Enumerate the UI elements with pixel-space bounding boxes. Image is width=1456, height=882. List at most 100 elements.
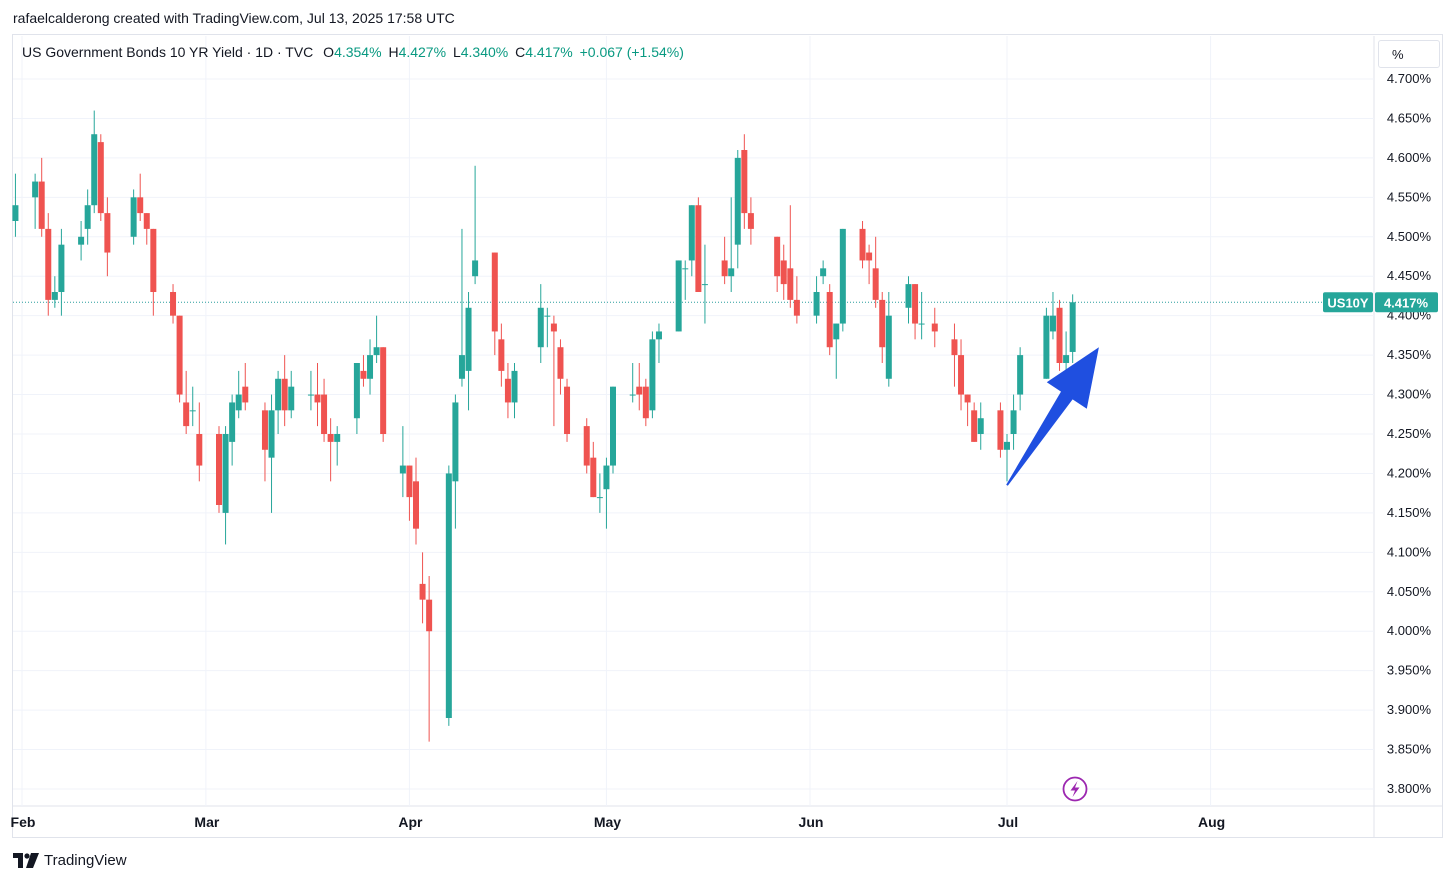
candle-down <box>426 599 433 632</box>
candle-down <box>104 213 111 253</box>
price-tag-value: 4.417% <box>1384 295 1429 310</box>
x-tick-label: May <box>594 814 621 830</box>
candle-up <box>918 323 925 325</box>
candle-up <box>820 268 827 277</box>
y-tick-label: 4.300% <box>1387 387 1432 402</box>
candle-down <box>498 339 505 371</box>
y-tick-label: 3.950% <box>1387 663 1432 678</box>
y-tick-label: 3.850% <box>1387 742 1432 757</box>
candle-down <box>787 268 794 300</box>
candle-down <box>216 434 222 505</box>
candle-up <box>130 197 137 237</box>
legend-low-label: L <box>452 44 461 60</box>
candle-up <box>1049 315 1056 332</box>
candle-up <box>596 497 603 499</box>
candle-up <box>452 402 459 482</box>
candle-down <box>242 386 249 403</box>
candle-down <box>38 181 45 229</box>
candle-down <box>583 426 590 466</box>
y-tick-label: 4.450% <box>1387 268 1432 283</box>
legend-high-value: 4.427% <box>398 44 447 60</box>
candle-up <box>353 363 360 419</box>
y-tick-label: 4.500% <box>1387 229 1432 244</box>
legend-close-label: C <box>515 44 526 60</box>
y-tick-label: 4.050% <box>1387 584 1432 599</box>
candle-up <box>1069 302 1076 352</box>
candle-down <box>261 410 268 450</box>
candle-up <box>655 331 662 340</box>
last-price-tag: US10Y 4.417% <box>1323 292 1438 313</box>
candle-up <box>1004 441 1010 450</box>
candle-down <box>150 228 157 292</box>
candle-up <box>275 378 282 411</box>
chart-frame <box>12 34 1443 838</box>
candle-up <box>682 268 689 270</box>
candle-up <box>235 394 242 411</box>
candle-up <box>399 465 406 474</box>
candle-down <box>1056 307 1063 363</box>
candle-down <box>360 370 367 379</box>
legend-low-value: 4.340% <box>460 44 509 60</box>
candle-down <box>793 299 800 316</box>
candle-up <box>84 205 91 229</box>
candle-up <box>373 347 380 356</box>
candle-down <box>636 386 643 395</box>
candle-up <box>51 292 58 300</box>
candle-down <box>866 252 873 261</box>
candle-down <box>176 315 183 395</box>
candle-up <box>885 315 892 379</box>
legend-close-value: 4.417% <box>525 44 573 60</box>
footer-brand: TradingView <box>13 852 127 869</box>
candle-up <box>1017 355 1024 395</box>
candle-up <box>977 418 984 434</box>
candle-up <box>839 228 846 324</box>
candle-down <box>380 347 387 434</box>
candle-down <box>321 394 328 434</box>
candle-down <box>721 260 728 277</box>
y-tick-label: 4.550% <box>1387 189 1432 204</box>
y-tick-label: 4.650% <box>1387 110 1432 125</box>
candle-down <box>747 213 754 229</box>
legend-change: +0.067 (+1.54%) <box>579 44 684 60</box>
candle-up <box>288 386 295 411</box>
price-tag-value-bg <box>1375 292 1438 313</box>
candle-down <box>741 150 748 214</box>
candle-down <box>564 386 571 434</box>
candle-down <box>419 583 426 600</box>
candle-up <box>905 284 912 308</box>
candle-down <box>642 386 649 419</box>
candle-up <box>1063 355 1070 363</box>
candle-down <box>912 284 919 324</box>
candle-down <box>137 197 144 214</box>
y-tick-label: 4.600% <box>1387 150 1432 165</box>
candles-group <box>12 110 1076 742</box>
x-tick-label: Jun <box>799 814 824 830</box>
candle-down <box>491 252 498 332</box>
candle-down <box>196 434 203 466</box>
candle-down <box>183 402 190 427</box>
candle-down <box>826 292 833 348</box>
candle-down <box>281 378 288 411</box>
candle-down <box>327 434 334 442</box>
candle-down <box>406 465 413 498</box>
y-tick-label: 4.100% <box>1387 544 1432 559</box>
candle-up <box>12 205 19 221</box>
candle-up <box>367 355 374 379</box>
y-tick-label: 4.150% <box>1387 505 1432 520</box>
price-tag-ticker: US10Y <box>1327 295 1369 310</box>
candle-down <box>45 228 52 300</box>
candle-down <box>590 457 597 498</box>
y-tick-label: 4.000% <box>1387 623 1432 638</box>
candle-up <box>728 268 735 277</box>
lightning-icon[interactable] <box>1062 776 1088 802</box>
candle-down <box>557 347 564 379</box>
candle-down <box>872 268 879 300</box>
percent-scale-button[interactable]: % <box>1378 40 1440 68</box>
candle-down <box>958 355 965 395</box>
candle-up <box>78 236 85 245</box>
candle-down <box>170 292 177 316</box>
candle-up <box>58 244 65 292</box>
candle-up <box>334 434 341 442</box>
candle-up <box>458 355 465 379</box>
